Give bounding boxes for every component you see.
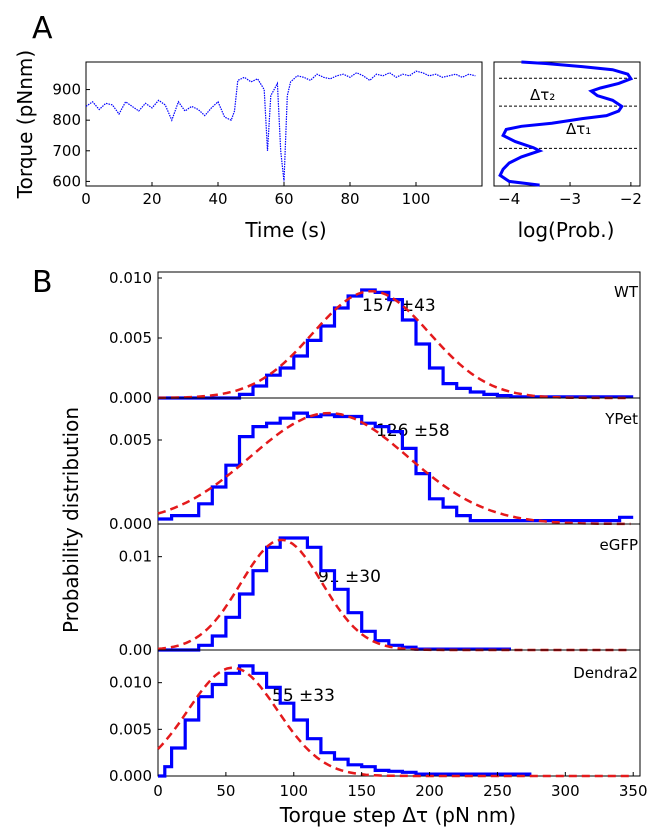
annotation-delta-tau-2: Δτ₂: [530, 86, 555, 104]
panel-b-xtick-label: 150: [347, 782, 376, 800]
subplot-name-ypet: YPet: [604, 410, 638, 428]
panel-b-xtick-label: 300: [551, 782, 580, 800]
annotation-delta-tau-1: Δτ₁: [566, 120, 591, 138]
subplot-name-wt: WT: [614, 283, 639, 301]
panel-a-right-xtick-label: −3: [559, 190, 581, 208]
panel-b-subplot-frame: [157, 523, 641, 651]
subplot-name-egfp: eGFP: [599, 536, 638, 554]
panel-b-fit-Dendra2: [157, 666, 631, 778]
panel-a-right-logprob-curve: [498, 60, 634, 187]
panel-b-xtick-label: 50: [216, 782, 235, 800]
panel-a-xtick-label: 80: [340, 190, 359, 208]
panel-a-xtick-label: 100: [402, 190, 431, 208]
annotation-ypet: 126 ±58: [376, 421, 450, 441]
panel-b-ytick-label: 0.000: [109, 515, 152, 533]
panel-b-ytick-label: 0.010: [109, 674, 152, 692]
panel-b-ytick-label: 0.000: [109, 389, 152, 407]
panel-b-histogram-Dendra2: [158, 664, 532, 778]
panel-a-right-axes-frame: [493, 61, 641, 187]
panel-label-b: B: [32, 265, 53, 300]
panel-b-ytick-label: 0.000: [109, 767, 152, 785]
panel-a-torque-trace: [85, 70, 476, 182]
panel-a-xlabel: Time (s): [244, 218, 326, 242]
panel-a-ytick-label: 700: [52, 142, 81, 160]
panel-b-subplot-frame: [157, 649, 641, 777]
panel-a-right-xtick-label: −2: [620, 190, 642, 208]
panel-b-ytick-label: 0.00: [119, 641, 152, 659]
panel-a-ytick-label: 900: [52, 81, 81, 99]
panel-b-ytick-label: 0.005: [109, 431, 152, 449]
panel-b-subplot-frame: [157, 397, 641, 525]
panel-b-xtick-label: 250: [483, 782, 512, 800]
panel-a-ytick-label: 600: [52, 172, 81, 190]
annotation-wt: 157 ±43: [362, 296, 436, 316]
panel-b-ytick-label: 0.005: [109, 329, 152, 347]
panel-b-xtick-label: 0: [153, 782, 163, 800]
panel-b-fit-WT: [157, 289, 631, 400]
panel-a-xtick-label: 0: [81, 190, 91, 208]
panel-b-ytick-label: 0.010: [109, 269, 152, 287]
panel-a-ytick-label: 800: [52, 111, 81, 129]
panel-b-subplot-frame: [157, 271, 641, 399]
panel-b-histogram-YPet: [158, 411, 634, 523]
panel-b-xtick-label: 200: [415, 782, 444, 800]
panel-b-ytick-label: 0.005: [109, 720, 152, 738]
annotation-dendra2: 55 ±33: [272, 686, 335, 706]
panel-a-right-xlabel: log(Prob.): [518, 218, 615, 242]
panel-b-ytick-label: 0.01: [119, 548, 152, 566]
panel-a-xtick-label: 20: [142, 190, 161, 208]
panel-b-xtick-label: 350: [619, 782, 648, 800]
panel-b-ylabel: Probability distribution: [59, 407, 83, 633]
panel-b-histogram-WT: [158, 288, 634, 400]
panel-b-fit-YPet: [157, 411, 631, 526]
panel-a-right-xtick-label: −4: [498, 190, 520, 208]
panel-a-ylabel: Torque (pNnm): [13, 50, 37, 199]
panel-label-a: A: [32, 11, 53, 46]
panel-a-xtick-label: 60: [274, 190, 293, 208]
panel-b-xtick-label: 100: [279, 782, 308, 800]
subplot-name-dendra2: Dendra2: [573, 664, 638, 682]
panel-b-histogram-eGFP: [158, 536, 511, 652]
panel-b-fit-eGFP: [157, 538, 631, 652]
panel-b-xlabel: Torque step Δτ (pN nm): [279, 803, 516, 827]
panel-a-xtick-label: 40: [208, 190, 227, 208]
